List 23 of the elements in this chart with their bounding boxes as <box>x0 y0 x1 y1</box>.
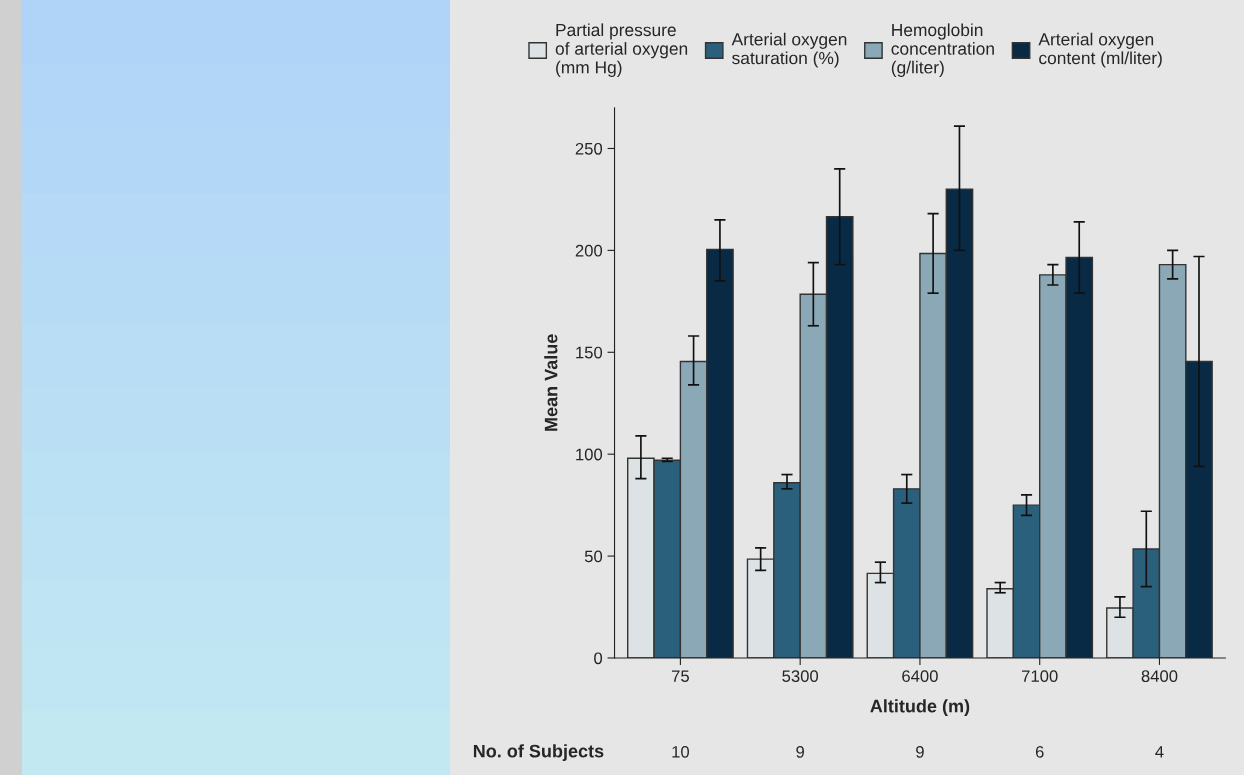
legend-label: Hemoglobin concentration (g/liter) <box>891 23 994 77</box>
legend-label: Arterial oxygen content (ml/liter) <box>1038 32 1162 68</box>
y-tick-label: 250 <box>575 142 603 155</box>
y-axis-title: Mean Value <box>544 334 558 431</box>
text: 9 <box>916 745 924 758</box>
x-tick-label: 6400 <box>902 670 938 683</box>
x-tick-label: 5300 <box>782 670 819 683</box>
y-tick-label: 150 <box>576 346 603 359</box>
y-tick-label: 0 <box>594 652 603 665</box>
y-tick-label: 100 <box>576 448 603 461</box>
legend-label: Arterial oxygen saturation (%) <box>731 32 847 68</box>
x-tick-label: 7100 <box>1022 670 1058 683</box>
x-tick-label: 8400 <box>1141 670 1178 683</box>
text: 6 <box>1035 745 1044 758</box>
text: No. of Subjects <box>473 744 604 762</box>
text: 9 <box>796 745 805 758</box>
legend-label: Partial pressure of arterial oxygen (mm Hg) <box>555 23 688 77</box>
text: 4 <box>1155 746 1164 758</box>
x-axis-title: Altitude (m) <box>870 699 970 717</box>
x-tick-label: 75 <box>671 670 689 683</box>
y-tick-label: 200 <box>575 244 603 257</box>
y-tick-label: 50 <box>584 550 603 563</box>
text: 10 <box>672 745 690 758</box>
